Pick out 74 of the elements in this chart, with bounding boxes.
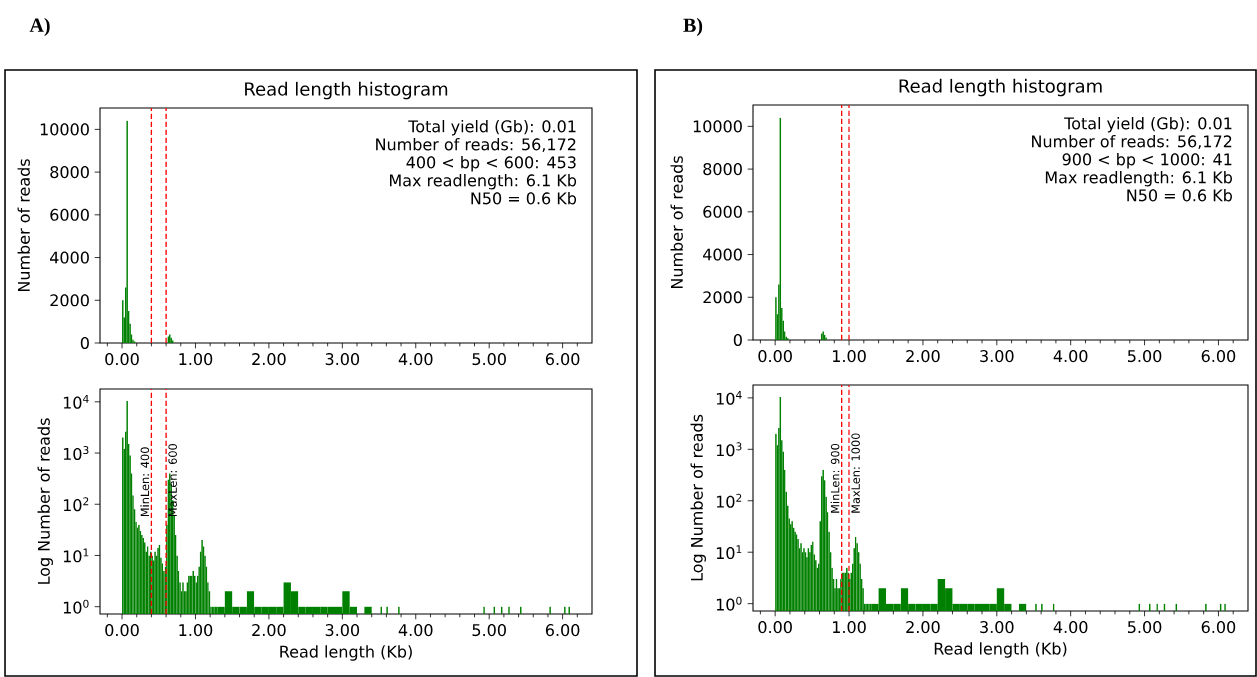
- y-tick-label: 10$^{0}$: [716, 596, 742, 611]
- y-axis-title: Number of reads: [670, 156, 683, 289]
- x-tick-label: 5.00: [1127, 621, 1162, 634]
- x-tick-label: 2.00: [906, 621, 940, 634]
- y-tick-label: 8000: [50, 166, 89, 179]
- x-tick-label: 1.00: [179, 353, 213, 366]
- y-axis-title: Log Number of reads: [690, 414, 706, 581]
- x-tick-label: 1.00: [832, 350, 866, 363]
- annotation: 400 < bp < 600: 453: [406, 156, 576, 172]
- annotation: Number of reads: 56,172: [1032, 135, 1232, 150]
- y-tick-label: 10$^{0}$: [63, 599, 89, 614]
- text: B): [683, 17, 703, 37]
- annotation: Max readlength: 6.1 Kb: [389, 174, 577, 190]
- y-axis-title: Number of reads: [17, 159, 30, 292]
- x-tick-label: 6.00: [545, 624, 580, 637]
- y-tick-label: 8000: [703, 163, 742, 176]
- annotation: Number of reads: 56,172: [376, 138, 576, 153]
- y-tick-label: 2000: [703, 291, 742, 304]
- x-tick-label: 0.00: [758, 621, 792, 634]
- x-axis-title: Read length (Kb): [280, 645, 412, 661]
- y-tick-label: 6000: [703, 205, 742, 218]
- y-tick-label: 10$^{3}$: [716, 442, 742, 457]
- annotation: Total yield (Gb): 0.01: [1064, 117, 1232, 133]
- x-tick-label: 3.00: [980, 621, 1014, 634]
- ref-line-label: MinLen: 400: [140, 447, 150, 517]
- x-tick-label: 3.00: [980, 350, 1014, 363]
- x-tick-label: 2.00: [252, 624, 286, 637]
- x-tick-label: 1.00: [832, 621, 866, 634]
- ref-line-label: MaxLen: 600: [168, 444, 177, 517]
- chart-title: Read length histogram: [899, 78, 1102, 97]
- x-tick-label: 1.00: [179, 624, 213, 637]
- y-tick-label: 10000: [693, 120, 742, 133]
- y-tick-label: 10$^{4}$: [716, 390, 742, 405]
- y-tick-label: 4000: [50, 251, 89, 264]
- y-axis-title: Log Number of reads: [37, 418, 53, 584]
- y-tick-label: 10$^{1}$: [63, 548, 89, 563]
- y-tick-label: 4000: [703, 248, 742, 261]
- x-tick-label: 3.00: [325, 353, 360, 366]
- ref-line-label: MinLen: 900: [830, 443, 840, 513]
- chart-title: Read length histogram: [245, 81, 448, 100]
- x-tick-label: 6.00: [1201, 621, 1236, 634]
- annotation: N50 = 0.6 Kb: [471, 192, 577, 205]
- x-tick-label: 2.00: [906, 350, 940, 363]
- x-tick-label: 4.00: [1053, 621, 1088, 634]
- y-tick-label: 10$^{4}$: [63, 394, 89, 409]
- x-tick-label: 4.00: [398, 353, 433, 366]
- x-tick-label: 4.00: [1053, 350, 1088, 363]
- ref-line-label: MaxLen: 1000: [851, 433, 860, 513]
- x-tick-label: 5.00: [472, 353, 506, 366]
- x-tick-label: 5.00: [472, 624, 506, 637]
- y-tick-label: 10$^{2}$: [716, 493, 742, 508]
- x-tick-label: 0.00: [105, 624, 139, 637]
- y-tick-label: 10$^{1}$: [716, 545, 742, 560]
- text: A): [29, 17, 50, 37]
- y-tick-label: 10000: [40, 123, 89, 136]
- annotation: 900 < bp < 1000: 41: [1062, 153, 1232, 169]
- y-tick-label: 10$^{2}$: [63, 497, 89, 512]
- x-tick-label: 2.00: [252, 353, 286, 366]
- x-tick-label: 4.00: [398, 624, 433, 637]
- y-tick-label: 6000: [50, 208, 89, 221]
- x-tick-label: 5.00: [1127, 350, 1162, 363]
- x-axis-title: Read length (Kb): [934, 642, 1067, 658]
- x-tick-label: 6.00: [545, 353, 580, 366]
- annotation: Total yield (Gb): 0.01: [408, 120, 576, 136]
- x-tick-label: 6.00: [1201, 350, 1236, 363]
- y-tick-label: 2000: [50, 294, 89, 307]
- x-tick-label: 0.00: [105, 353, 139, 366]
- annotation: N50 = 0.6 Kb: [1127, 189, 1232, 202]
- y-tick-label: 0: [80, 336, 89, 350]
- x-tick-label: 0.00: [758, 350, 792, 363]
- annotation: Max readlength: 6.1 Kb: [1045, 171, 1233, 187]
- x-tick-label: 3.00: [325, 624, 360, 637]
- y-tick-label: 0: [733, 333, 742, 347]
- y-tick-label: 10$^{3}$: [63, 446, 89, 461]
